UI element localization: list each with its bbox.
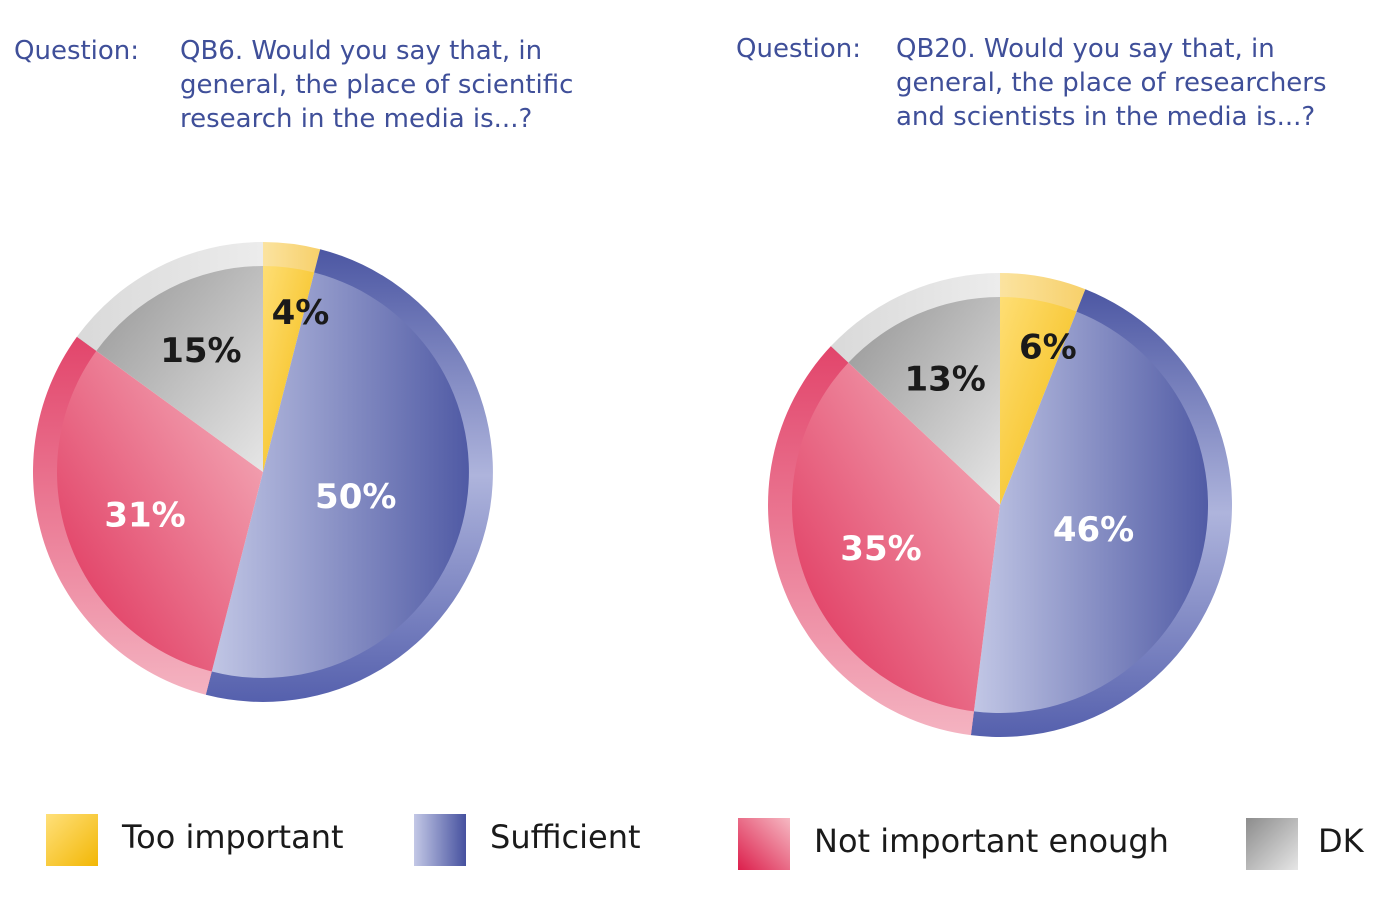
pie-0-slice-too-important: [263, 244, 320, 472]
pie-0-label-too-important: 4%: [272, 293, 330, 333]
pie-1-slice-sufficient: [971, 291, 1230, 735]
legend-label-too-important: Too important: [122, 818, 344, 856]
pie-0-rim-too-important: [263, 242, 321, 273]
pie-0-label-sufficient: 50%: [315, 477, 396, 517]
legend-swatch-too-important: [46, 814, 98, 866]
pie-0-label-not-important-enough: 31%: [104, 495, 185, 535]
question-1: Question: QB6. Would you say that, in ge…: [14, 34, 694, 144]
pie-chart-qb20: 6% 46% 35% 13%: [768, 273, 1232, 737]
legend-swatch-dk: [1246, 818, 1298, 870]
pie-1-rim-not-important-enough: [768, 346, 974, 736]
question-2-text: QB20. Would you say that, in general, th…: [896, 34, 1327, 132]
pie-0-rim-dk: [76, 242, 264, 351]
pie-1-label-sufficient: 46%: [1053, 510, 1134, 550]
legend-label-sufficient: Sufficient: [490, 818, 641, 856]
pie-1-rim-too-important: [1000, 273, 1086, 312]
pie-0-label-dk: 15%: [160, 331, 241, 371]
legend-swatch-not-important-enough: [738, 818, 790, 870]
question-2: Question: QB20. Would you say that, in g…: [736, 32, 1376, 142]
pie-0-rim-not-important-enough: [32, 336, 212, 695]
pie-1-label-not-important-enough: 35%: [840, 529, 921, 569]
pie-chart-qb6: 4% 50% 31% 15%: [32, 242, 493, 702]
pie-1-slice-too-important: [1000, 275, 1085, 505]
pie-1-rim-dk: [830, 273, 1000, 363]
legend-label-not-important-enough: Not important enough: [814, 822, 1169, 860]
pie-0-slice-sufficient: [206, 251, 491, 701]
legend-swatch-sufficient: [414, 814, 466, 866]
question-1-text: QB6. Would you say that, in general, the…: [180, 36, 574, 134]
pie-1-label-dk: 13%: [904, 359, 985, 399]
legend-label-dk: DK: [1318, 822, 1364, 860]
question-1-label: Question:: [14, 36, 140, 66]
question-2-label: Question:: [736, 34, 862, 64]
pie-1-label-too-important: 6%: [1019, 327, 1077, 367]
